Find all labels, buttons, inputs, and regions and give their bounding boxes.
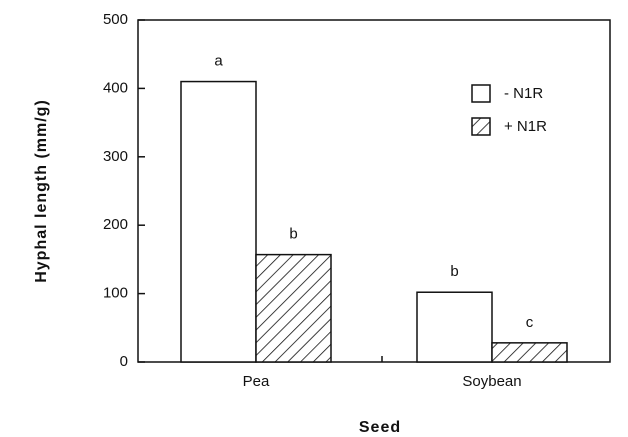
bar — [491, 342, 568, 363]
y-tick-label: 400 — [103, 79, 128, 96]
significance-letter: a — [214, 53, 223, 70]
plot-frame — [137, 19, 611, 363]
x-tick-label: Soybean — [462, 373, 521, 390]
bar — [416, 291, 493, 363]
y-tick-label: 0 — [120, 353, 128, 370]
y-tick-label: 200 — [103, 216, 128, 233]
legend-swatch — [471, 117, 491, 136]
x-axis-label: Seed — [359, 419, 401, 436]
x-tick-label: Pea — [243, 373, 270, 390]
legend-swatch — [471, 84, 491, 103]
y-axis-label: Hyphal length (mm/g) — [33, 99, 50, 283]
bar — [180, 80, 257, 363]
significance-letter: b — [289, 226, 297, 243]
significance-letter: b — [450, 263, 458, 280]
y-tick-label: 500 — [103, 11, 128, 28]
y-tick-label: 300 — [103, 148, 128, 165]
legend-label: + N1R — [504, 118, 547, 135]
significance-letter: c — [526, 314, 534, 331]
y-tick-label: 100 — [103, 285, 128, 302]
bar — [255, 253, 332, 363]
legend-label: - N1R — [504, 85, 543, 102]
